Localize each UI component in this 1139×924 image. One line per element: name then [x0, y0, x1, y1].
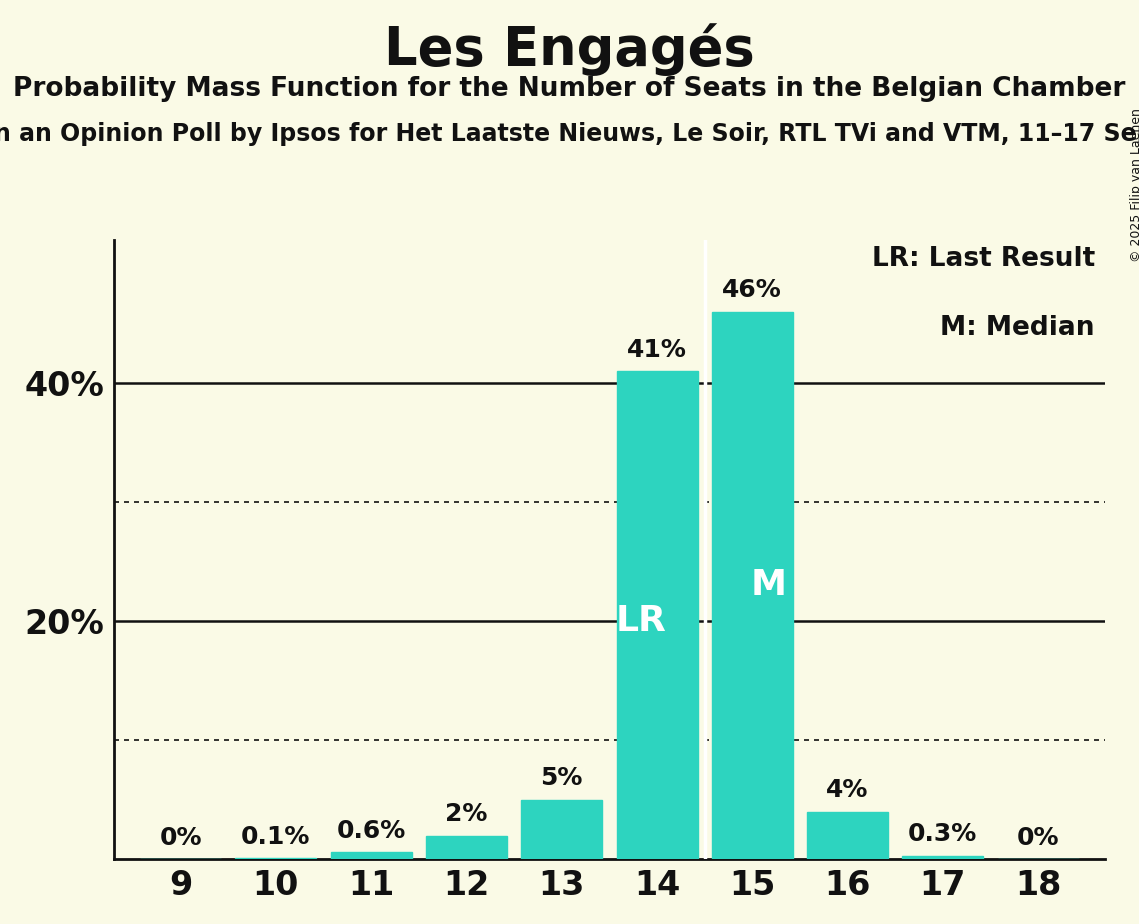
Text: LR: LR — [615, 604, 666, 638]
Bar — [712, 311, 793, 859]
Text: 46%: 46% — [722, 278, 782, 302]
Text: 5%: 5% — [541, 766, 583, 790]
Text: 0.3%: 0.3% — [908, 822, 977, 846]
Bar — [330, 852, 411, 859]
Text: © 2025 Filip van Laenen: © 2025 Filip van Laenen — [1130, 108, 1139, 261]
Bar — [902, 856, 983, 859]
Text: LR: Last Result: LR: Last Result — [871, 247, 1095, 273]
Text: M: Median: M: Median — [941, 314, 1095, 341]
Text: Les Engagés: Les Engagés — [384, 23, 755, 76]
Text: 0.6%: 0.6% — [336, 819, 405, 843]
Bar — [616, 371, 697, 859]
Bar — [808, 811, 888, 859]
Text: M: M — [751, 568, 787, 602]
Text: 4%: 4% — [827, 778, 869, 802]
Bar — [426, 835, 507, 859]
Text: 41%: 41% — [628, 337, 687, 361]
Text: 2%: 2% — [445, 802, 487, 826]
Bar — [522, 800, 603, 859]
Text: 0.1%: 0.1% — [241, 824, 311, 848]
Bar — [236, 858, 317, 859]
Text: n an Opinion Poll by Ipsos for Het Laatste Nieuws, Le Soir, RTL TVi and VTM, 11–: n an Opinion Poll by Ipsos for Het Laats… — [0, 122, 1139, 146]
Text: 0%: 0% — [159, 826, 202, 850]
Text: 0%: 0% — [1017, 826, 1059, 850]
Text: Probability Mass Function for the Number of Seats in the Belgian Chamber: Probability Mass Function for the Number… — [14, 76, 1125, 102]
